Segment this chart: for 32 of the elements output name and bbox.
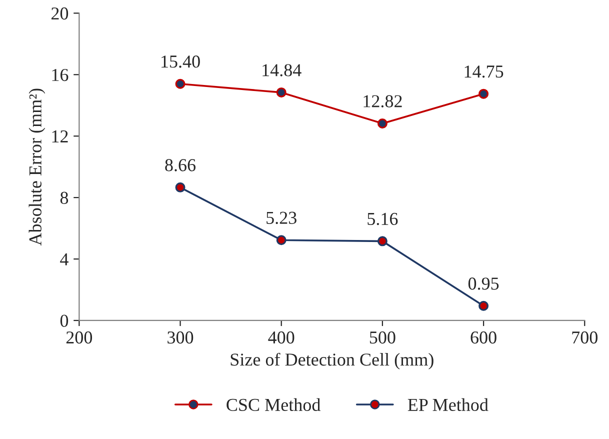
point — [175, 78, 186, 89]
y-tick-label: 4 — [60, 253, 68, 266]
data-label: 0.95 — [468, 278, 499, 290]
x-tick-label: 200 — [66, 331, 92, 344]
x-tick-label: 300 — [168, 331, 194, 344]
legend-label: EP Method — [408, 398, 488, 411]
data-label: 15.40 — [162, 55, 200, 68]
y-tick-label: 12 — [52, 130, 68, 142]
data-label: 12.82 — [364, 95, 402, 108]
data-label: 14.75 — [464, 66, 504, 78]
point — [175, 182, 186, 192]
point — [276, 87, 286, 98]
y-tick-label: 16 — [52, 68, 68, 82]
x-tick-label: 600 — [470, 331, 496, 344]
y-tick-label: 0 — [60, 314, 68, 327]
data-label: 5.16 — [368, 212, 398, 226]
point — [377, 236, 388, 246]
y-axis-title: Absolute Error (mm²) — [28, 88, 46, 246]
x-tick-label: 700 — [572, 331, 598, 344]
point — [478, 88, 489, 99]
y-tick-label: 8 — [60, 192, 68, 204]
x-tick-label: 500 — [370, 331, 396, 344]
point — [478, 300, 489, 311]
data-label: 5.23 — [266, 212, 296, 224]
data-label: 14.84 — [262, 64, 302, 76]
data-label: 8.66 — [165, 159, 196, 172]
x-tick-label: 400 — [268, 331, 294, 344]
point — [276, 235, 286, 246]
point — [377, 118, 388, 128]
legend-label: CSC Method — [226, 398, 320, 411]
y-tick-label: 20 — [51, 7, 68, 20]
x-axis-title: Size of Detection Cell (mm) — [230, 352, 434, 370]
